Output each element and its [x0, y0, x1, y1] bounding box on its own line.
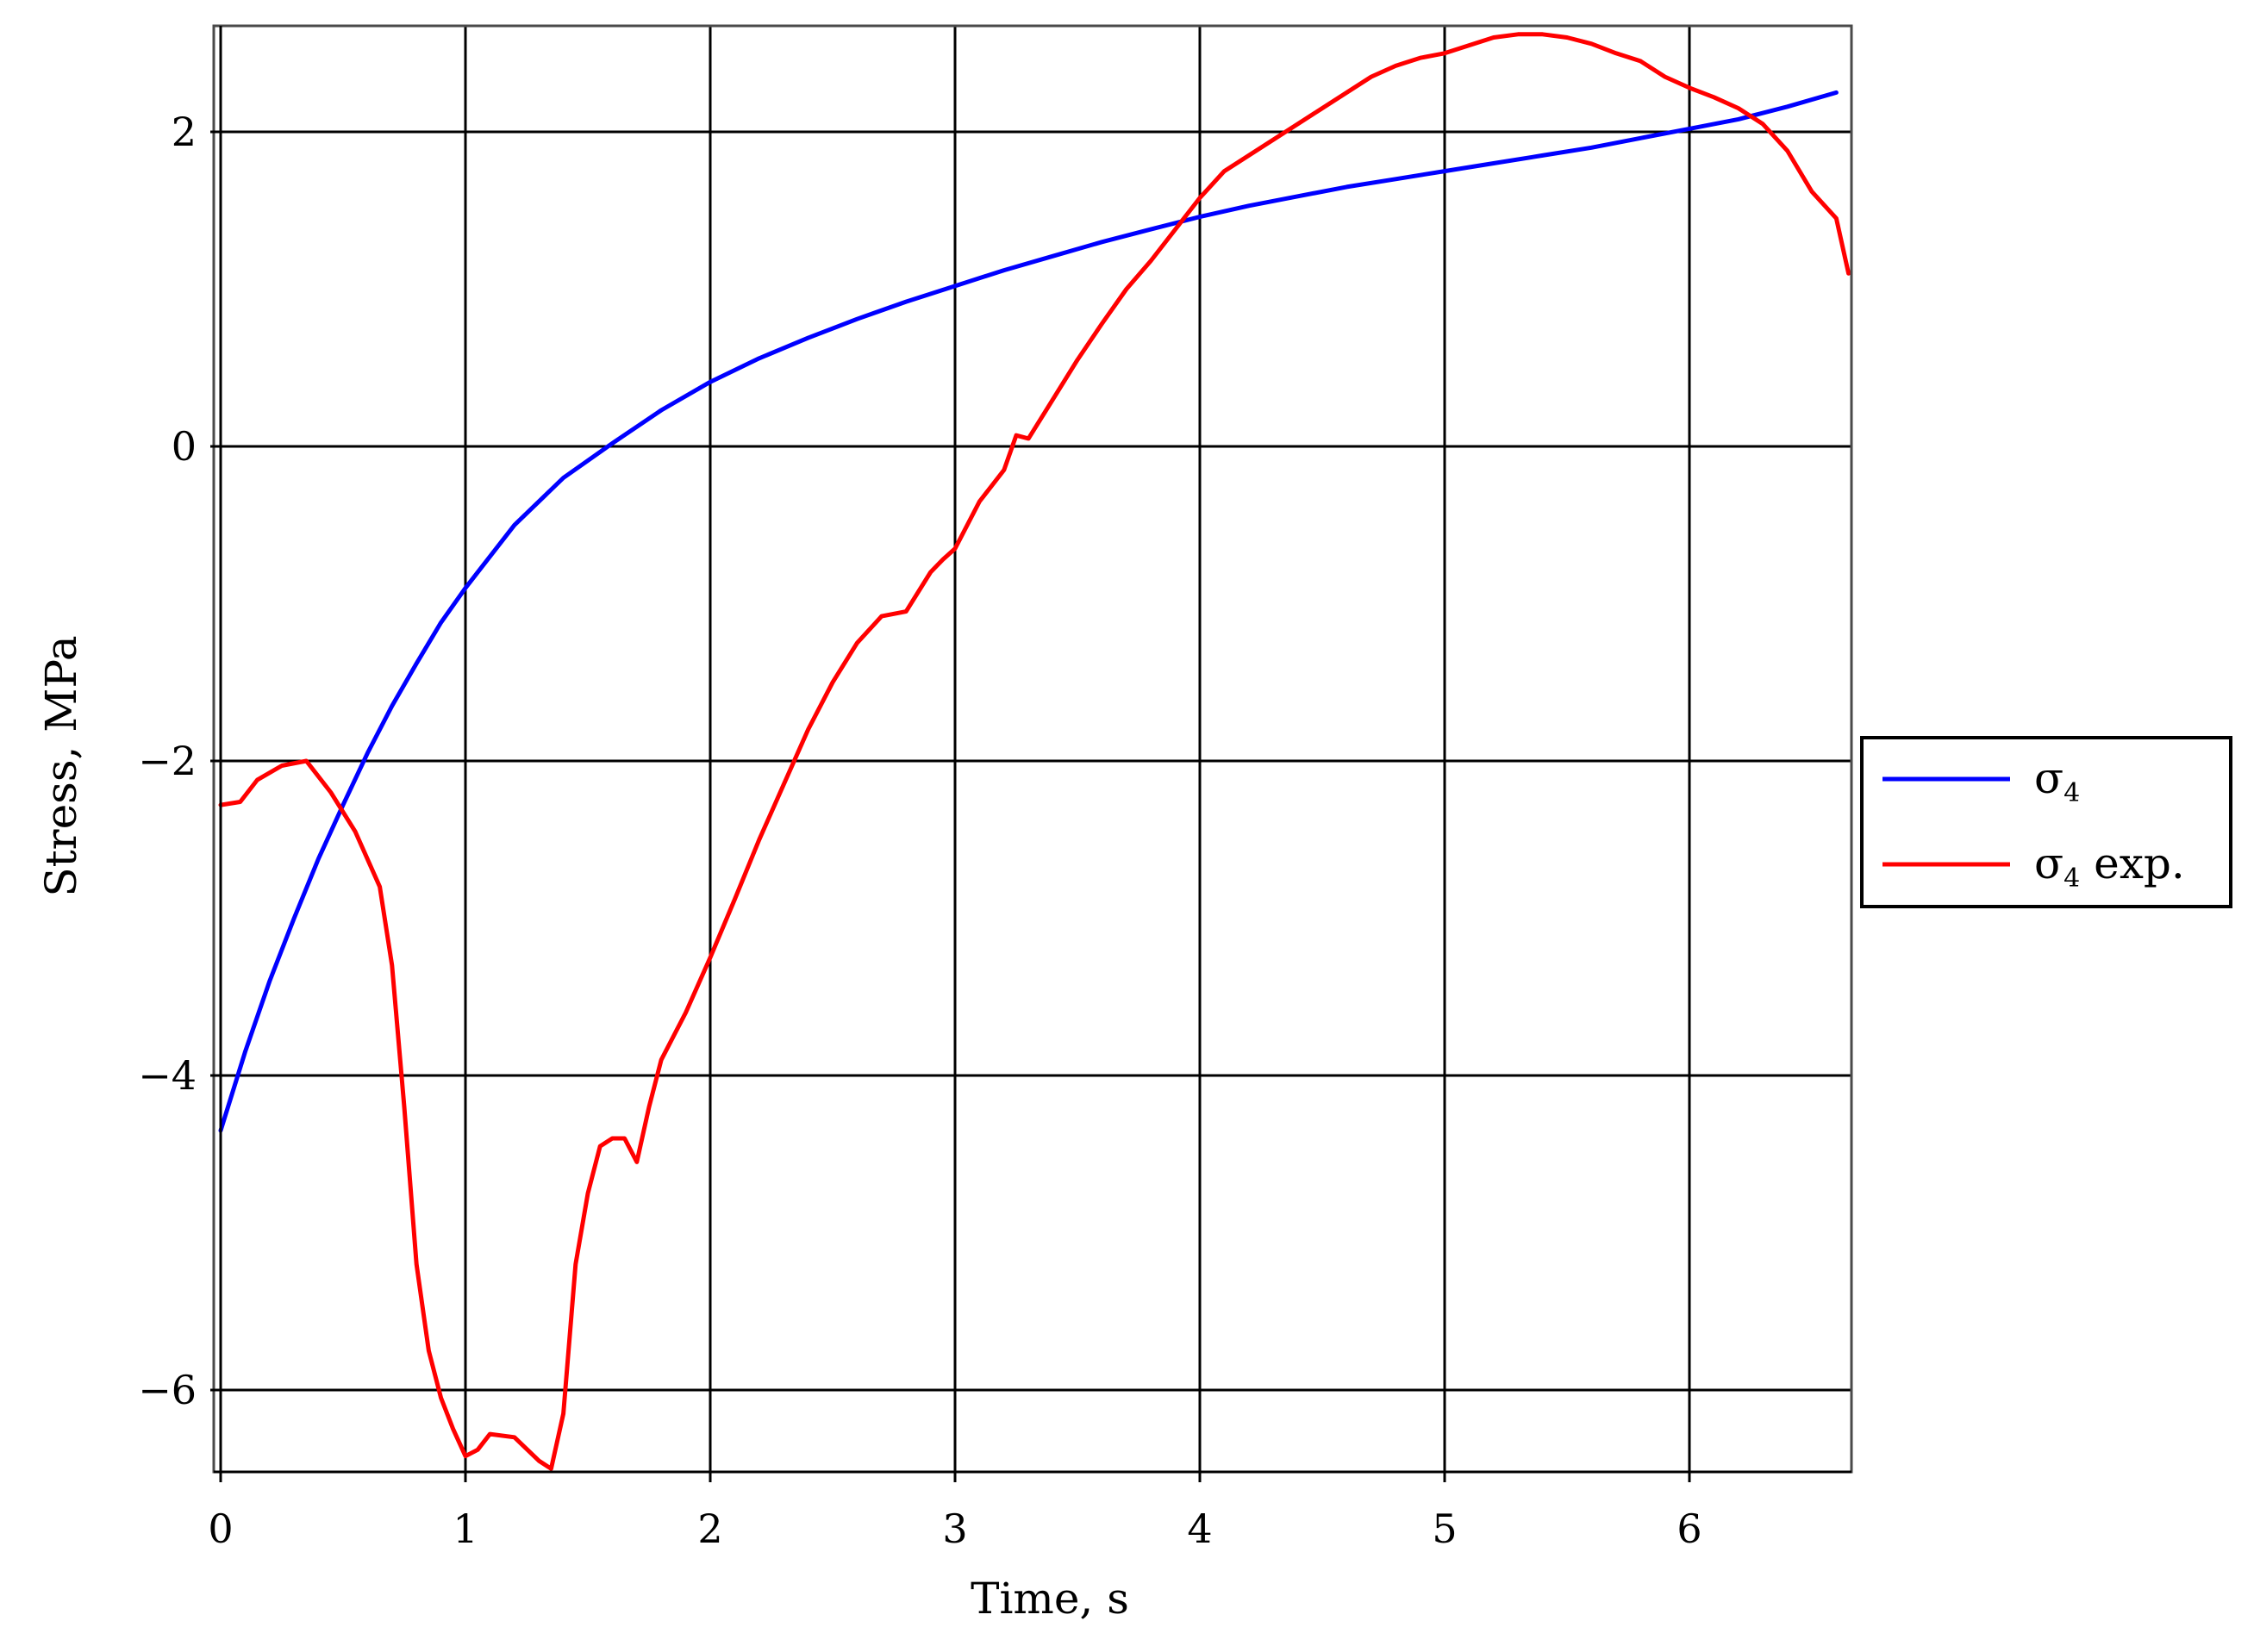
- series-line-sigma4: [218, 90, 1839, 1133]
- y-tick-label: 2: [172, 109, 197, 155]
- x-tick-label: 6: [1676, 1506, 1701, 1552]
- grid: [214, 26, 1851, 1472]
- x-axis-title: Time, s: [971, 1574, 1129, 1624]
- series-line-sigma4-exp: [218, 32, 1851, 1471]
- series-group: [218, 32, 1851, 1471]
- legend-box: [1860, 736, 2232, 908]
- y-tick-label: −4: [138, 1052, 197, 1099]
- legend-label: σ4 exp.: [2034, 838, 2185, 894]
- y-tick-label: 0: [172, 423, 197, 470]
- y-axis-title: Stress, MPa: [36, 635, 86, 896]
- legend-label: σ4: [2034, 753, 2080, 808]
- y-tick-label: −2: [138, 738, 197, 784]
- x-tick-label: 1: [453, 1506, 478, 1552]
- x-tick-label: 5: [1432, 1506, 1457, 1552]
- axes: [214, 26, 1851, 1479]
- x-tick-label: 3: [942, 1506, 967, 1552]
- x-tick-label: 0: [208, 1506, 233, 1552]
- x-tick-label: 2: [697, 1506, 722, 1552]
- legend: σ4 σ4 exp.: [1860, 736, 2232, 908]
- x-tick-label: 4: [1187, 1506, 1212, 1552]
- y-tick-label: −6: [138, 1367, 197, 1413]
- tick-labels: 0 1 2 3 4 5 6 −6 −4 −2 0 2: [138, 109, 1701, 1552]
